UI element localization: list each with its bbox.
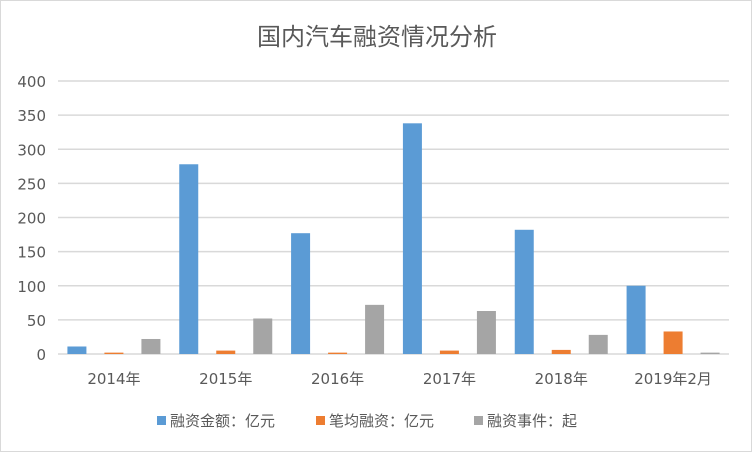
legend-swatch [157,416,166,425]
y-tick-label: 250 [17,175,46,193]
bar-1-2014年 [67,346,87,354]
y-tick-label: 300 [17,141,46,159]
x-tick-label: 2015年 [199,370,252,388]
bar-2-2017年 [439,350,459,354]
bar-1-2015年 [179,164,199,354]
bar-3-2016年 [365,304,385,354]
bar-2-2016年 [328,352,348,354]
bar-1-2016年 [291,233,311,354]
bar-1-2018年 [514,229,534,354]
y-tick-label: 400 [17,73,46,91]
bar-1-2019年2月 [626,285,646,354]
bar-2-2015年 [216,350,236,354]
bar-2-2014年 [104,352,124,354]
x-tick-label: 2018年 [535,370,588,388]
legend-label: 笔均融资：亿元 [329,412,434,430]
legend-swatch [474,416,483,425]
bar-2-2018年 [551,349,571,354]
x-tick-label: 2014年 [87,370,140,388]
y-tick-label: 200 [17,210,46,228]
bar-3-2015年 [253,318,273,354]
bar-3-2017年 [476,311,496,354]
y-tick-label: 100 [17,278,46,296]
x-tick-label: 2019年2月 [634,370,712,388]
bar-1-2017年 [402,123,422,354]
chart-title: 国内汽车融资情况分析 [257,23,497,51]
legend-label: 融资金额：亿元 [170,412,275,430]
legend-label: 融资事件：起 [487,412,577,430]
bar-3-2018年 [588,334,608,354]
legend-swatch [316,416,325,425]
y-tick-label: 150 [17,244,46,262]
y-tick-label: 50 [27,312,46,330]
bar-2-2019年2月 [663,331,683,354]
bar-3-2014年 [141,338,161,354]
y-tick-label: 0 [36,346,46,364]
y-tick-label: 350 [17,107,46,125]
x-tick-label: 2016年 [311,370,364,388]
bar-3-2019年2月 [700,352,720,354]
x-tick-label: 2017年 [423,370,476,388]
